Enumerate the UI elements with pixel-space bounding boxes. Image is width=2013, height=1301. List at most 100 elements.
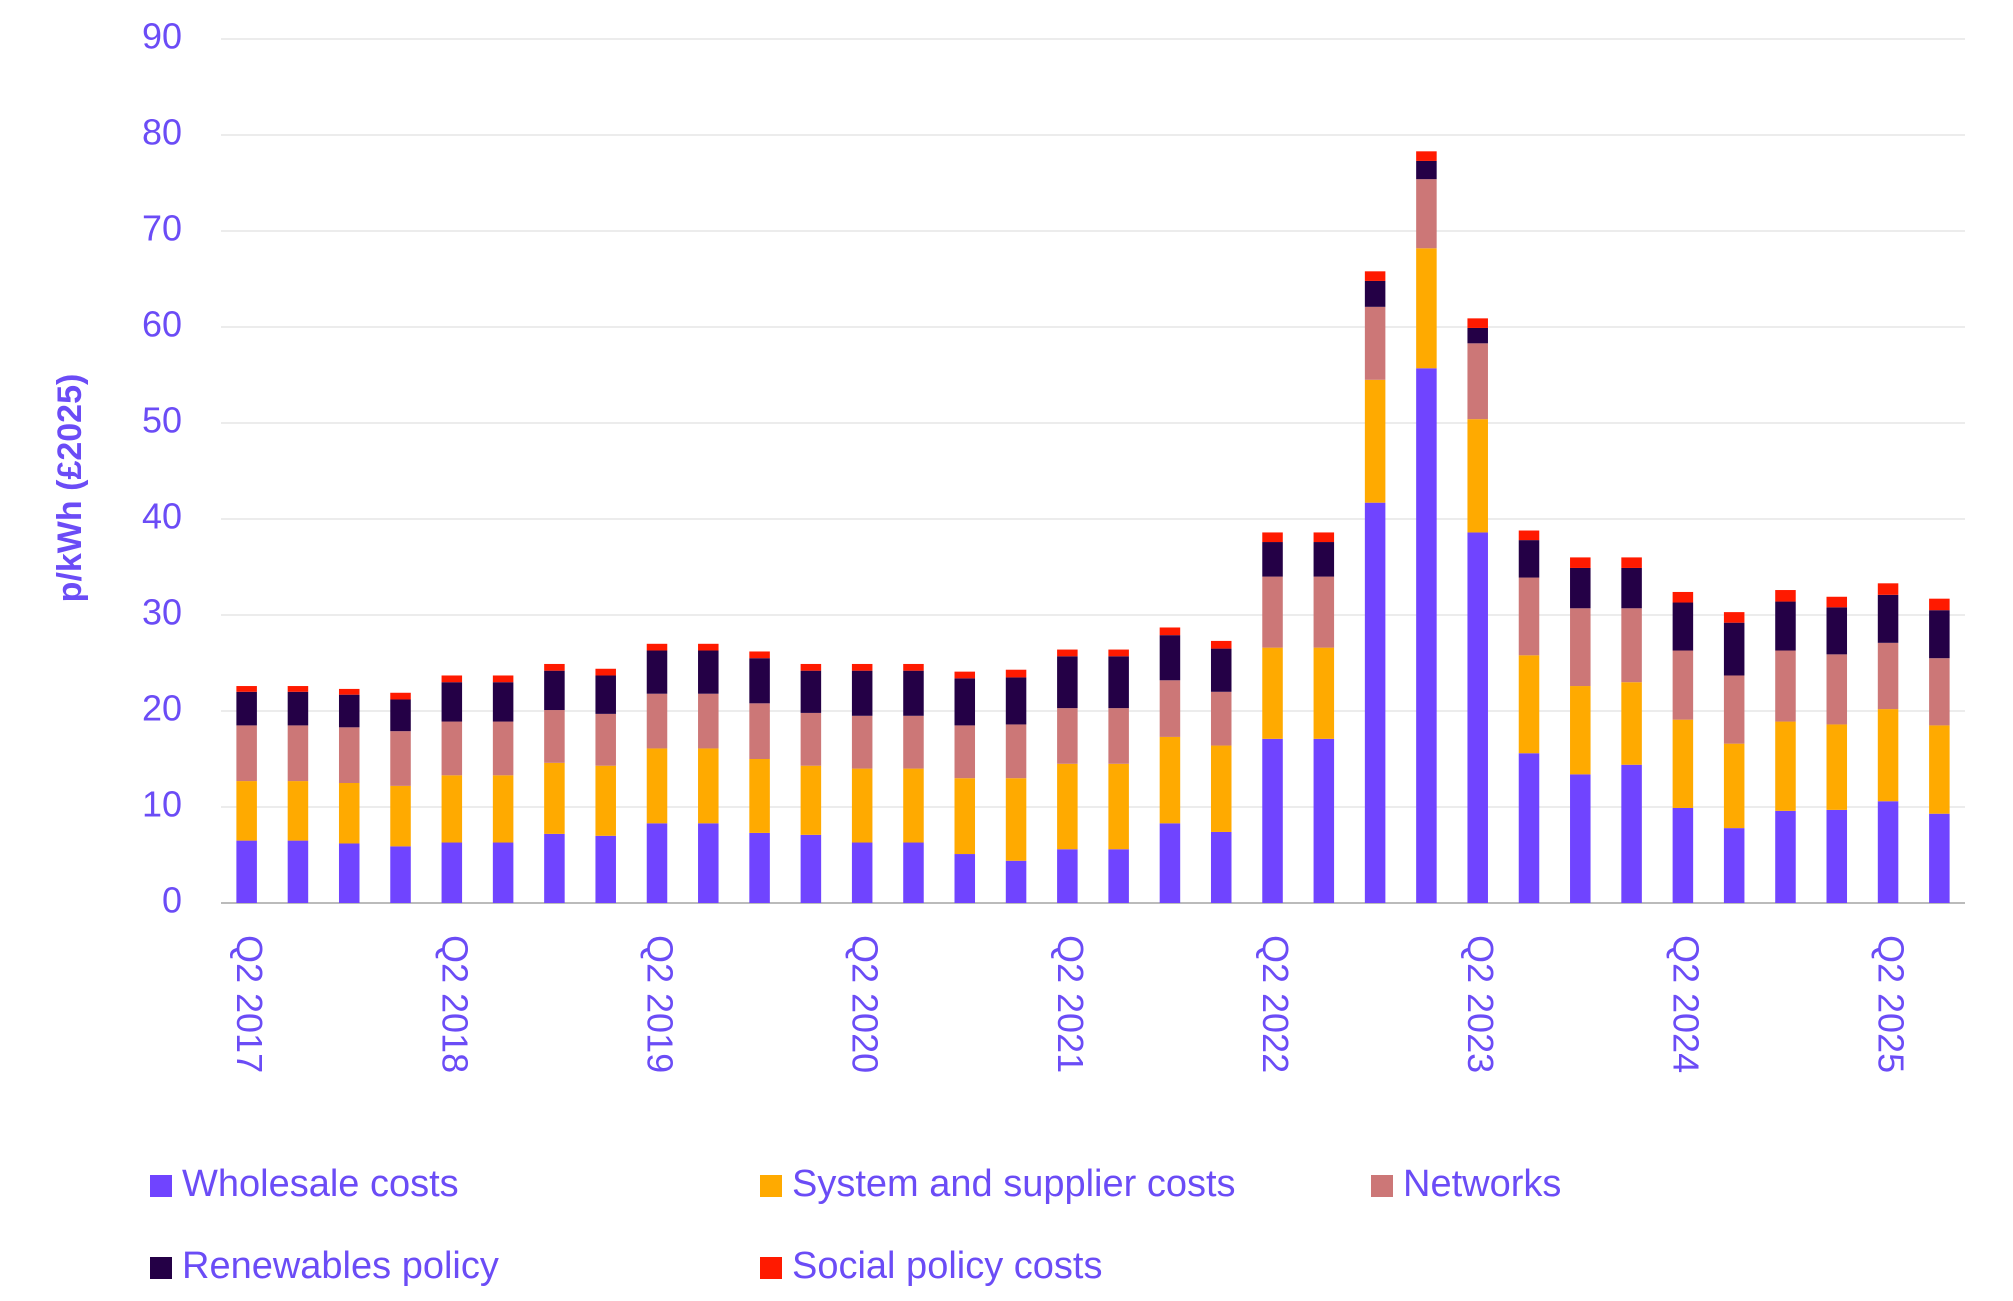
bar-segment bbox=[698, 748, 719, 824]
bar-segment bbox=[441, 775, 463, 843]
bar-segment bbox=[338, 843, 360, 903]
bar-segment bbox=[1467, 419, 1488, 533]
bar-segment bbox=[1826, 654, 1848, 725]
bar-segment bbox=[287, 781, 309, 841]
bar-segment bbox=[1467, 327, 1488, 344]
bar-segment bbox=[954, 725, 976, 779]
bar-segment bbox=[646, 823, 668, 903]
bar-segment bbox=[698, 643, 719, 651]
bar-segment bbox=[851, 670, 873, 716]
bar-segment bbox=[595, 765, 616, 836]
bar-segment bbox=[236, 691, 257, 726]
y-tick-label: 50 bbox=[142, 400, 182, 441]
bar-segment bbox=[1364, 280, 1386, 307]
y-tick-label: 40 bbox=[142, 496, 182, 537]
bar-segment bbox=[800, 834, 822, 903]
bar-segment bbox=[1775, 590, 1796, 602]
bar-segment bbox=[595, 668, 616, 676]
bar-segment bbox=[646, 748, 668, 824]
bar-segment bbox=[544, 710, 565, 763]
bar-segment bbox=[390, 692, 411, 700]
bar-segment bbox=[1057, 708, 1078, 764]
bar-segment bbox=[1416, 151, 1437, 161]
bar-segment bbox=[903, 715, 924, 769]
bar-segment bbox=[390, 785, 411, 847]
bar-segment bbox=[1570, 608, 1591, 687]
bar-segment bbox=[1262, 576, 1283, 648]
bar-segment bbox=[800, 670, 822, 713]
bar-segment bbox=[1723, 828, 1745, 903]
bar-segment bbox=[492, 721, 514, 776]
bar-segment bbox=[1262, 647, 1283, 739]
bar-segment bbox=[800, 663, 822, 671]
bar-segment bbox=[1057, 656, 1078, 709]
legend-label: Renewables policy bbox=[182, 1245, 499, 1287]
bar-segment bbox=[1467, 343, 1488, 420]
bar-segment bbox=[1570, 567, 1591, 609]
bar-segment bbox=[1775, 721, 1796, 811]
bar-segment bbox=[1005, 677, 1027, 725]
legend-swatch bbox=[150, 1257, 172, 1279]
bar-segment bbox=[441, 682, 463, 722]
bar-segment bbox=[1364, 379, 1386, 503]
bar-segment bbox=[287, 686, 309, 692]
bar-segment bbox=[1621, 557, 1642, 568]
bar-segment bbox=[903, 842, 924, 903]
bar-segment bbox=[595, 713, 616, 766]
legend-swatch bbox=[150, 1175, 172, 1197]
bar-segment bbox=[390, 699, 411, 732]
bar-segment bbox=[1313, 576, 1335, 648]
bar-segment bbox=[1313, 738, 1335, 903]
bar-segment bbox=[441, 842, 463, 903]
bar-segment bbox=[1621, 682, 1642, 765]
y-tick-label: 70 bbox=[142, 208, 182, 249]
bar-segment bbox=[1672, 602, 1694, 651]
bar-segment bbox=[338, 783, 360, 844]
bar-segment bbox=[1159, 823, 1181, 903]
x-tick-label: Q2 2021 bbox=[1050, 935, 1091, 1073]
bar-segment bbox=[1570, 557, 1591, 568]
bar-segment bbox=[1159, 680, 1181, 737]
bar-segment bbox=[1416, 160, 1437, 180]
bar-segment bbox=[903, 670, 924, 716]
bar-segment bbox=[1877, 709, 1899, 802]
bar-segment bbox=[287, 691, 309, 726]
bar-segment bbox=[1108, 849, 1129, 903]
bar-segment bbox=[851, 768, 873, 843]
x-tick-label: Q2 2017 bbox=[229, 935, 270, 1073]
bar-segment bbox=[287, 725, 309, 782]
bar-segment bbox=[954, 854, 976, 903]
bar-segment bbox=[1826, 809, 1848, 903]
bar-segment bbox=[646, 650, 668, 694]
bar-segment bbox=[1929, 610, 1950, 659]
bar-segment bbox=[1262, 532, 1283, 543]
bar-segment bbox=[441, 721, 463, 776]
legend-swatch bbox=[760, 1175, 782, 1197]
bar-segment bbox=[390, 846, 411, 903]
bar-segment bbox=[1416, 179, 1437, 249]
bar-segment bbox=[1210, 831, 1232, 903]
bar-segment bbox=[800, 765, 822, 835]
x-tick-label: Q2 2020 bbox=[845, 935, 886, 1073]
bar-segment bbox=[749, 651, 770, 659]
bar-segment bbox=[1621, 567, 1642, 609]
bar-segment bbox=[1929, 658, 1950, 726]
bar-segment bbox=[441, 675, 463, 683]
bar-segment bbox=[544, 833, 565, 903]
bar-segment bbox=[851, 842, 873, 903]
bar-segment bbox=[1518, 655, 1540, 754]
bar-segment bbox=[1005, 778, 1027, 861]
bar-segment bbox=[1775, 601, 1796, 651]
y-tick-label: 80 bbox=[142, 112, 182, 153]
bar-segment bbox=[338, 688, 360, 695]
bar-segment bbox=[903, 768, 924, 843]
bar-segment bbox=[1518, 753, 1540, 903]
bar-segment bbox=[749, 658, 770, 704]
bar-segment bbox=[1159, 635, 1181, 681]
bar-segment bbox=[1467, 318, 1488, 328]
x-tick-label: Q2 2023 bbox=[1460, 935, 1501, 1073]
bar-segment bbox=[595, 675, 616, 714]
bar-segment bbox=[1672, 719, 1694, 808]
y-tick-label: 60 bbox=[142, 304, 182, 345]
